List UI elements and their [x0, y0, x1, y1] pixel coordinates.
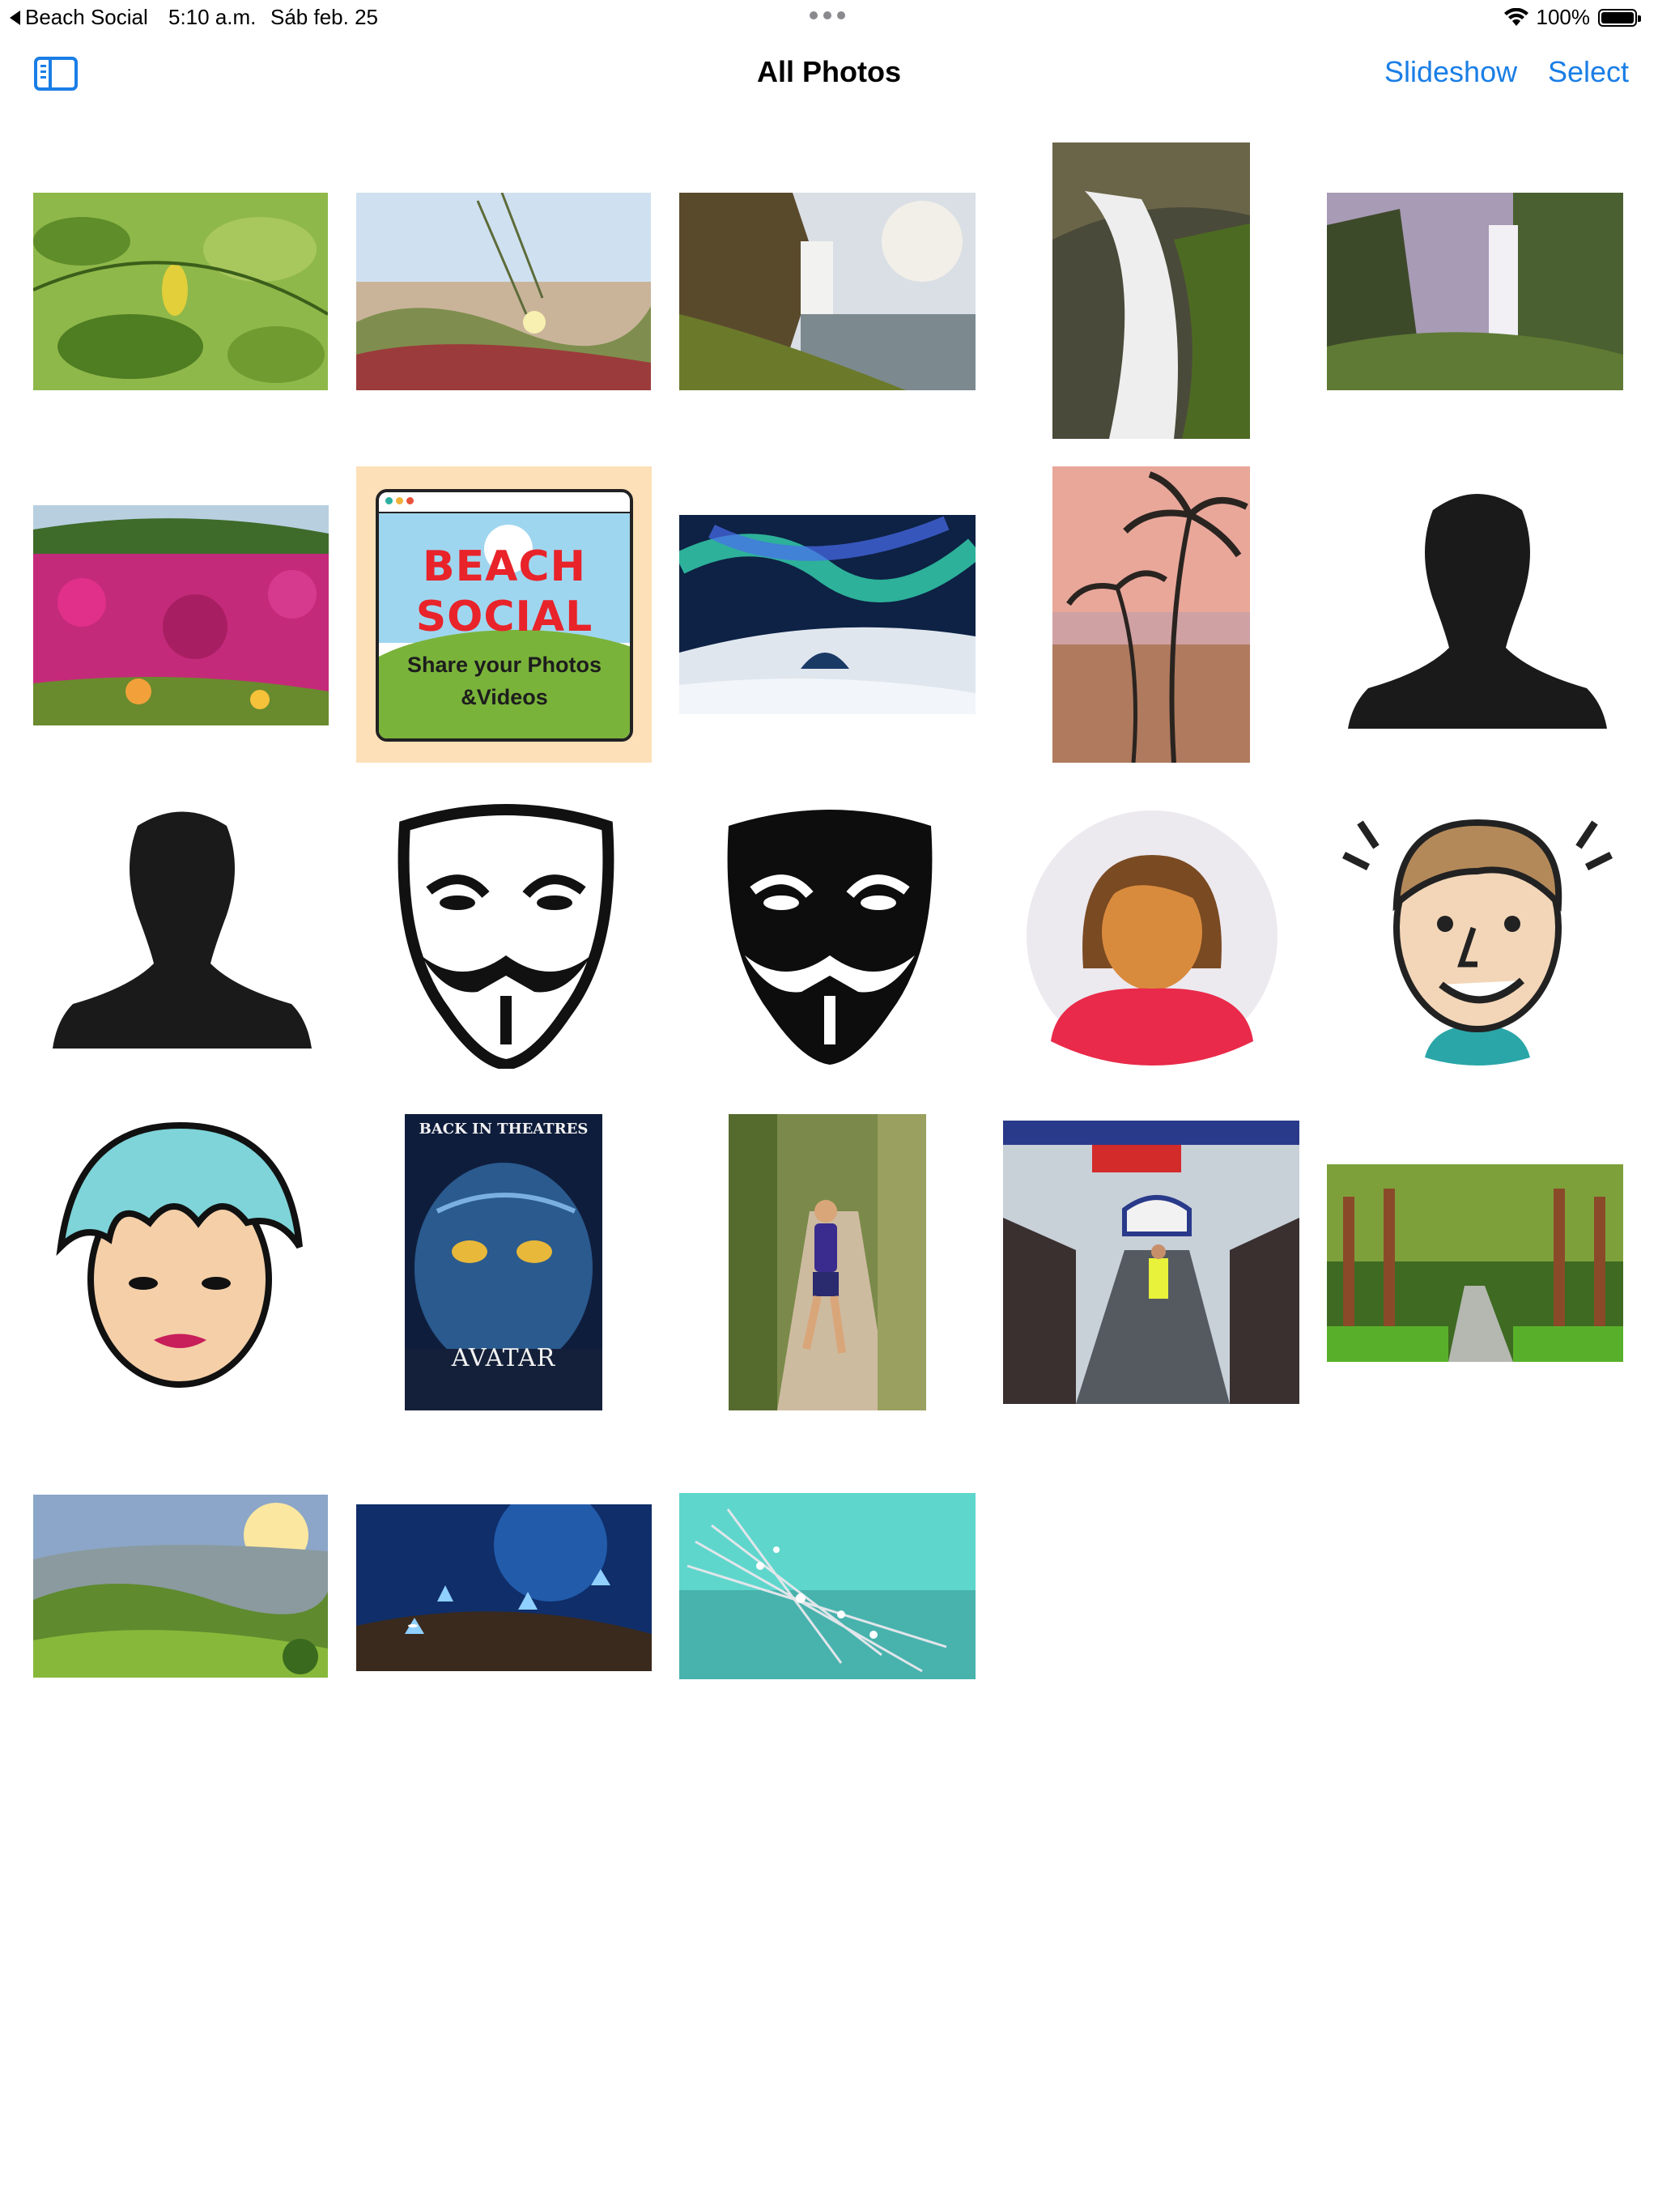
photo-flower-garden[interactable] — [33, 505, 329, 725]
battery-icon — [1598, 8, 1641, 27]
photo-leaves[interactable] — [33, 193, 328, 390]
back-triangle-icon — [10, 10, 20, 25]
photo-waterfall-coast[interactable] — [679, 193, 976, 390]
promo-window-frame: BEACH SOCIAL Share your Photos &Videos — [376, 489, 633, 742]
photo-avatar-poster[interactable]: BACK IN THEATRES AVATAR — [405, 1114, 602, 1410]
status-time: 5:10 a.m. — [168, 5, 257, 29]
back-app-label: Beach Social — [25, 5, 148, 29]
photo-trail-runner[interactable] — [729, 1114, 926, 1410]
sidebar-toggle-icon[interactable] — [34, 57, 78, 91]
back-to-app-link[interactable]: Beach Social — [10, 5, 148, 30]
photo-rolling-hills[interactable] — [33, 1495, 328, 1678]
photo-aurora-tunnel[interactable] — [679, 515, 976, 714]
navigation-bar: All Photos Slideshow Select — [0, 36, 1658, 108]
photo-tree-lined-path[interactable] — [1327, 1164, 1623, 1362]
status-bar: Beach Social 5:10 a.m. Sáb feb. 25 100% — [0, 0, 1658, 36]
photo-teal-hair-avatar[interactable] — [45, 1109, 316, 1409]
promo-window-dots — [385, 497, 414, 504]
poster-title: AVATAR — [451, 1344, 556, 1372]
status-right: 100% — [1503, 5, 1641, 30]
photo-woman-avatar[interactable] — [1002, 790, 1302, 1082]
photo-race-finish[interactable] — [1003, 1121, 1299, 1404]
promo-tagline-line1: Share your Photos — [406, 653, 602, 677]
photo-palm-sunset[interactable] — [1052, 466, 1250, 763]
page-title: All Photos — [757, 55, 901, 88]
battery-percent: 100% — [1536, 5, 1591, 29]
slideshow-button[interactable]: Slideshow — [1384, 55, 1518, 88]
poster-top-text: BACK IN THEATRES — [419, 1121, 589, 1138]
photo-silhouette-avatar-2[interactable] — [49, 810, 316, 1069]
promo-title-line1: BEACH — [422, 542, 587, 591]
multitasking-dots-icon[interactable] — [810, 11, 845, 19]
photo-guy-fawkes-mask-outline[interactable] — [389, 802, 623, 1069]
photo-beach-social-promo[interactable]: BEACH SOCIAL Share your Photos &Videos — [356, 466, 652, 763]
photo-silhouette-avatar-1[interactable] — [1344, 486, 1611, 745]
photo-guy-fawkes-mask-filled[interactable] — [712, 802, 947, 1069]
photo-waterfall-rocks[interactable] — [1052, 143, 1250, 439]
status-date: Sáb feb. 25 — [270, 5, 378, 29]
photo-dandelion-droplets[interactable] — [679, 1493, 976, 1679]
promo-title-line2: SOCIAL — [415, 593, 593, 641]
select-button[interactable]: Select — [1548, 55, 1630, 88]
photo-blue-butterflies[interactable] — [356, 1504, 652, 1671]
promo-tagline-line2: &Videos — [461, 685, 548, 709]
wifi-icon — [1503, 7, 1528, 26]
photo-dune-grass[interactable] — [356, 193, 651, 390]
photo-skogafoss[interactable] — [1327, 193, 1623, 390]
photo-smiling-man-avatar[interactable] — [1328, 790, 1627, 1090]
